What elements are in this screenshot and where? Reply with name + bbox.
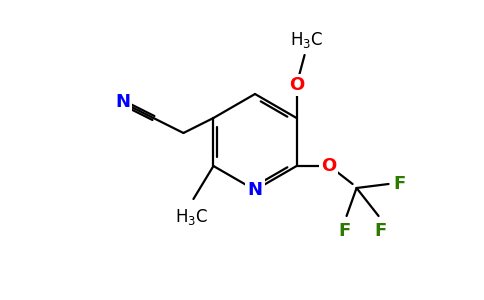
Text: O: O: [289, 76, 304, 94]
Text: O: O: [321, 157, 336, 175]
Text: H$_3$C: H$_3$C: [175, 207, 208, 227]
Text: F: F: [375, 222, 387, 240]
Text: N: N: [115, 93, 130, 111]
Text: N: N: [247, 181, 262, 199]
Text: F: F: [338, 222, 351, 240]
Text: H$_3$C: H$_3$C: [290, 30, 323, 50]
Text: F: F: [393, 175, 406, 193]
